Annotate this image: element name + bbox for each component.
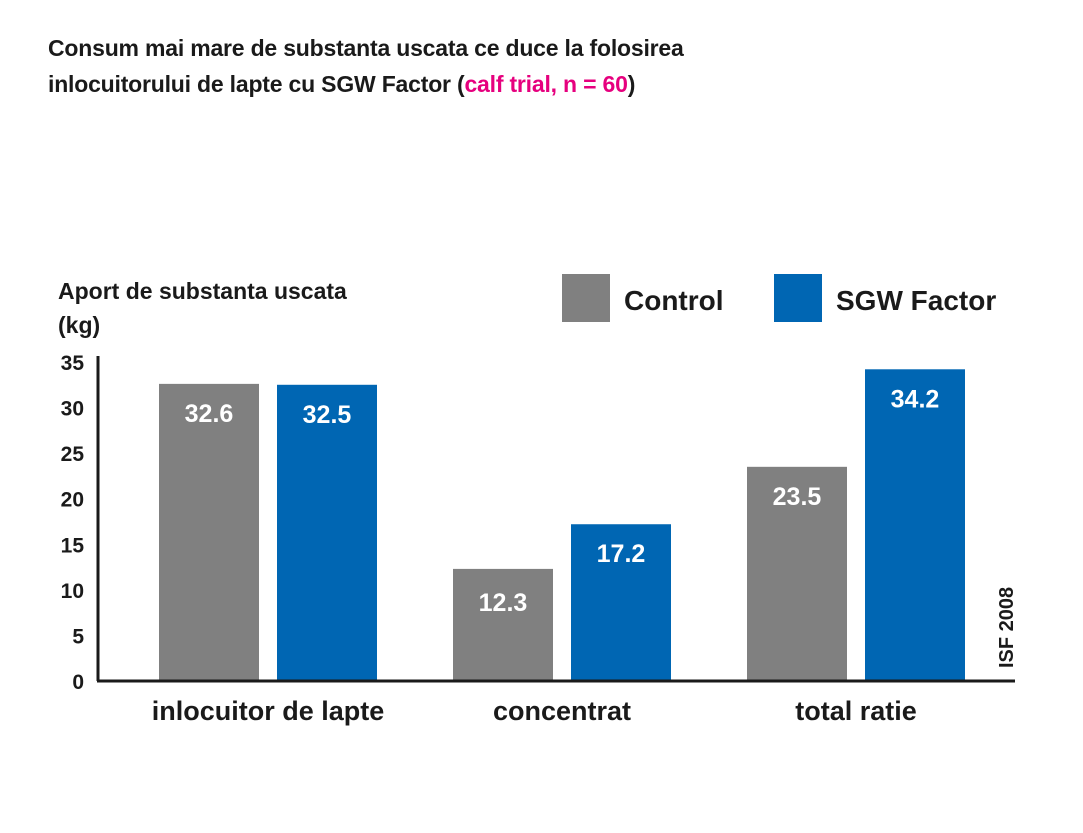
- y-axis-label-line1: Aport de substanta uscata: [58, 278, 347, 304]
- x-tick-label-concentrat: concentrat: [493, 696, 631, 726]
- legend-swatch-sgw-factor: [774, 274, 822, 322]
- x-tick-label-total-ratie: total ratie: [795, 696, 917, 726]
- bars: 32.6 32.5 12.3 17.2 23.5 34.2: [159, 369, 965, 681]
- chart-title-line1: Consum mai mare de substanta uscata ce d…: [48, 35, 684, 61]
- axes: 0 5 10 15 20 25 30 35 inlocuitor de lapte concent…: [61, 352, 1015, 726]
- bar-control-total-ratie: [747, 466, 847, 681]
- bar-value-label: 32.6: [185, 400, 234, 428]
- legend-label-control: Control: [624, 285, 724, 316]
- legend-swatch-control: [562, 274, 610, 322]
- y-axis-label-line2: (kg): [58, 312, 100, 338]
- chart-title-line2: inlocuitorului de lapte cu SGW Factor (: [48, 71, 465, 97]
- bar-sgw-factor-total-ratie: [865, 369, 965, 681]
- bar-sgw-factor-inlocuitor-de-lapte: [277, 384, 377, 681]
- y-tick-label: 25: [61, 443, 85, 466]
- bar-value-label: 23.5: [773, 483, 822, 511]
- bar-value-label: 12.3: [479, 589, 528, 617]
- chart-title: Consum mai mare de substanta uscata ce d…: [48, 30, 684, 102]
- y-tick-label: 0: [72, 671, 84, 694]
- x-tick-label-inlocuitor-de-lapte: inlocuitor de lapte: [152, 696, 385, 726]
- bar-control-inlocuitor-de-lapte: [159, 383, 259, 681]
- y-tick-label: 15: [61, 534, 85, 557]
- legend: Control SGW Factor: [562, 274, 996, 322]
- y-tick-label: 10: [61, 580, 84, 603]
- chart-title-suffix: ): [627, 71, 636, 97]
- bar-value-label: 17.2: [597, 540, 646, 568]
- bar-control-concentrat: [453, 568, 553, 681]
- y-tick-label: 30: [61, 398, 84, 421]
- y-tick-label: 20: [61, 489, 84, 512]
- bar-value-label: 32.5: [303, 401, 352, 429]
- y-tick-label: 35: [61, 352, 85, 375]
- chart-title-highlight: calf trial, n = 60: [464, 71, 628, 97]
- bar-sgw-factor-concentrat: [571, 524, 671, 681]
- y-tick-label: 5: [72, 625, 84, 648]
- bar-value-label: 34.2: [891, 385, 940, 413]
- source-note: ISF 2008: [996, 587, 1018, 668]
- legend-label-sgw-factor: SGW Factor: [836, 285, 996, 316]
